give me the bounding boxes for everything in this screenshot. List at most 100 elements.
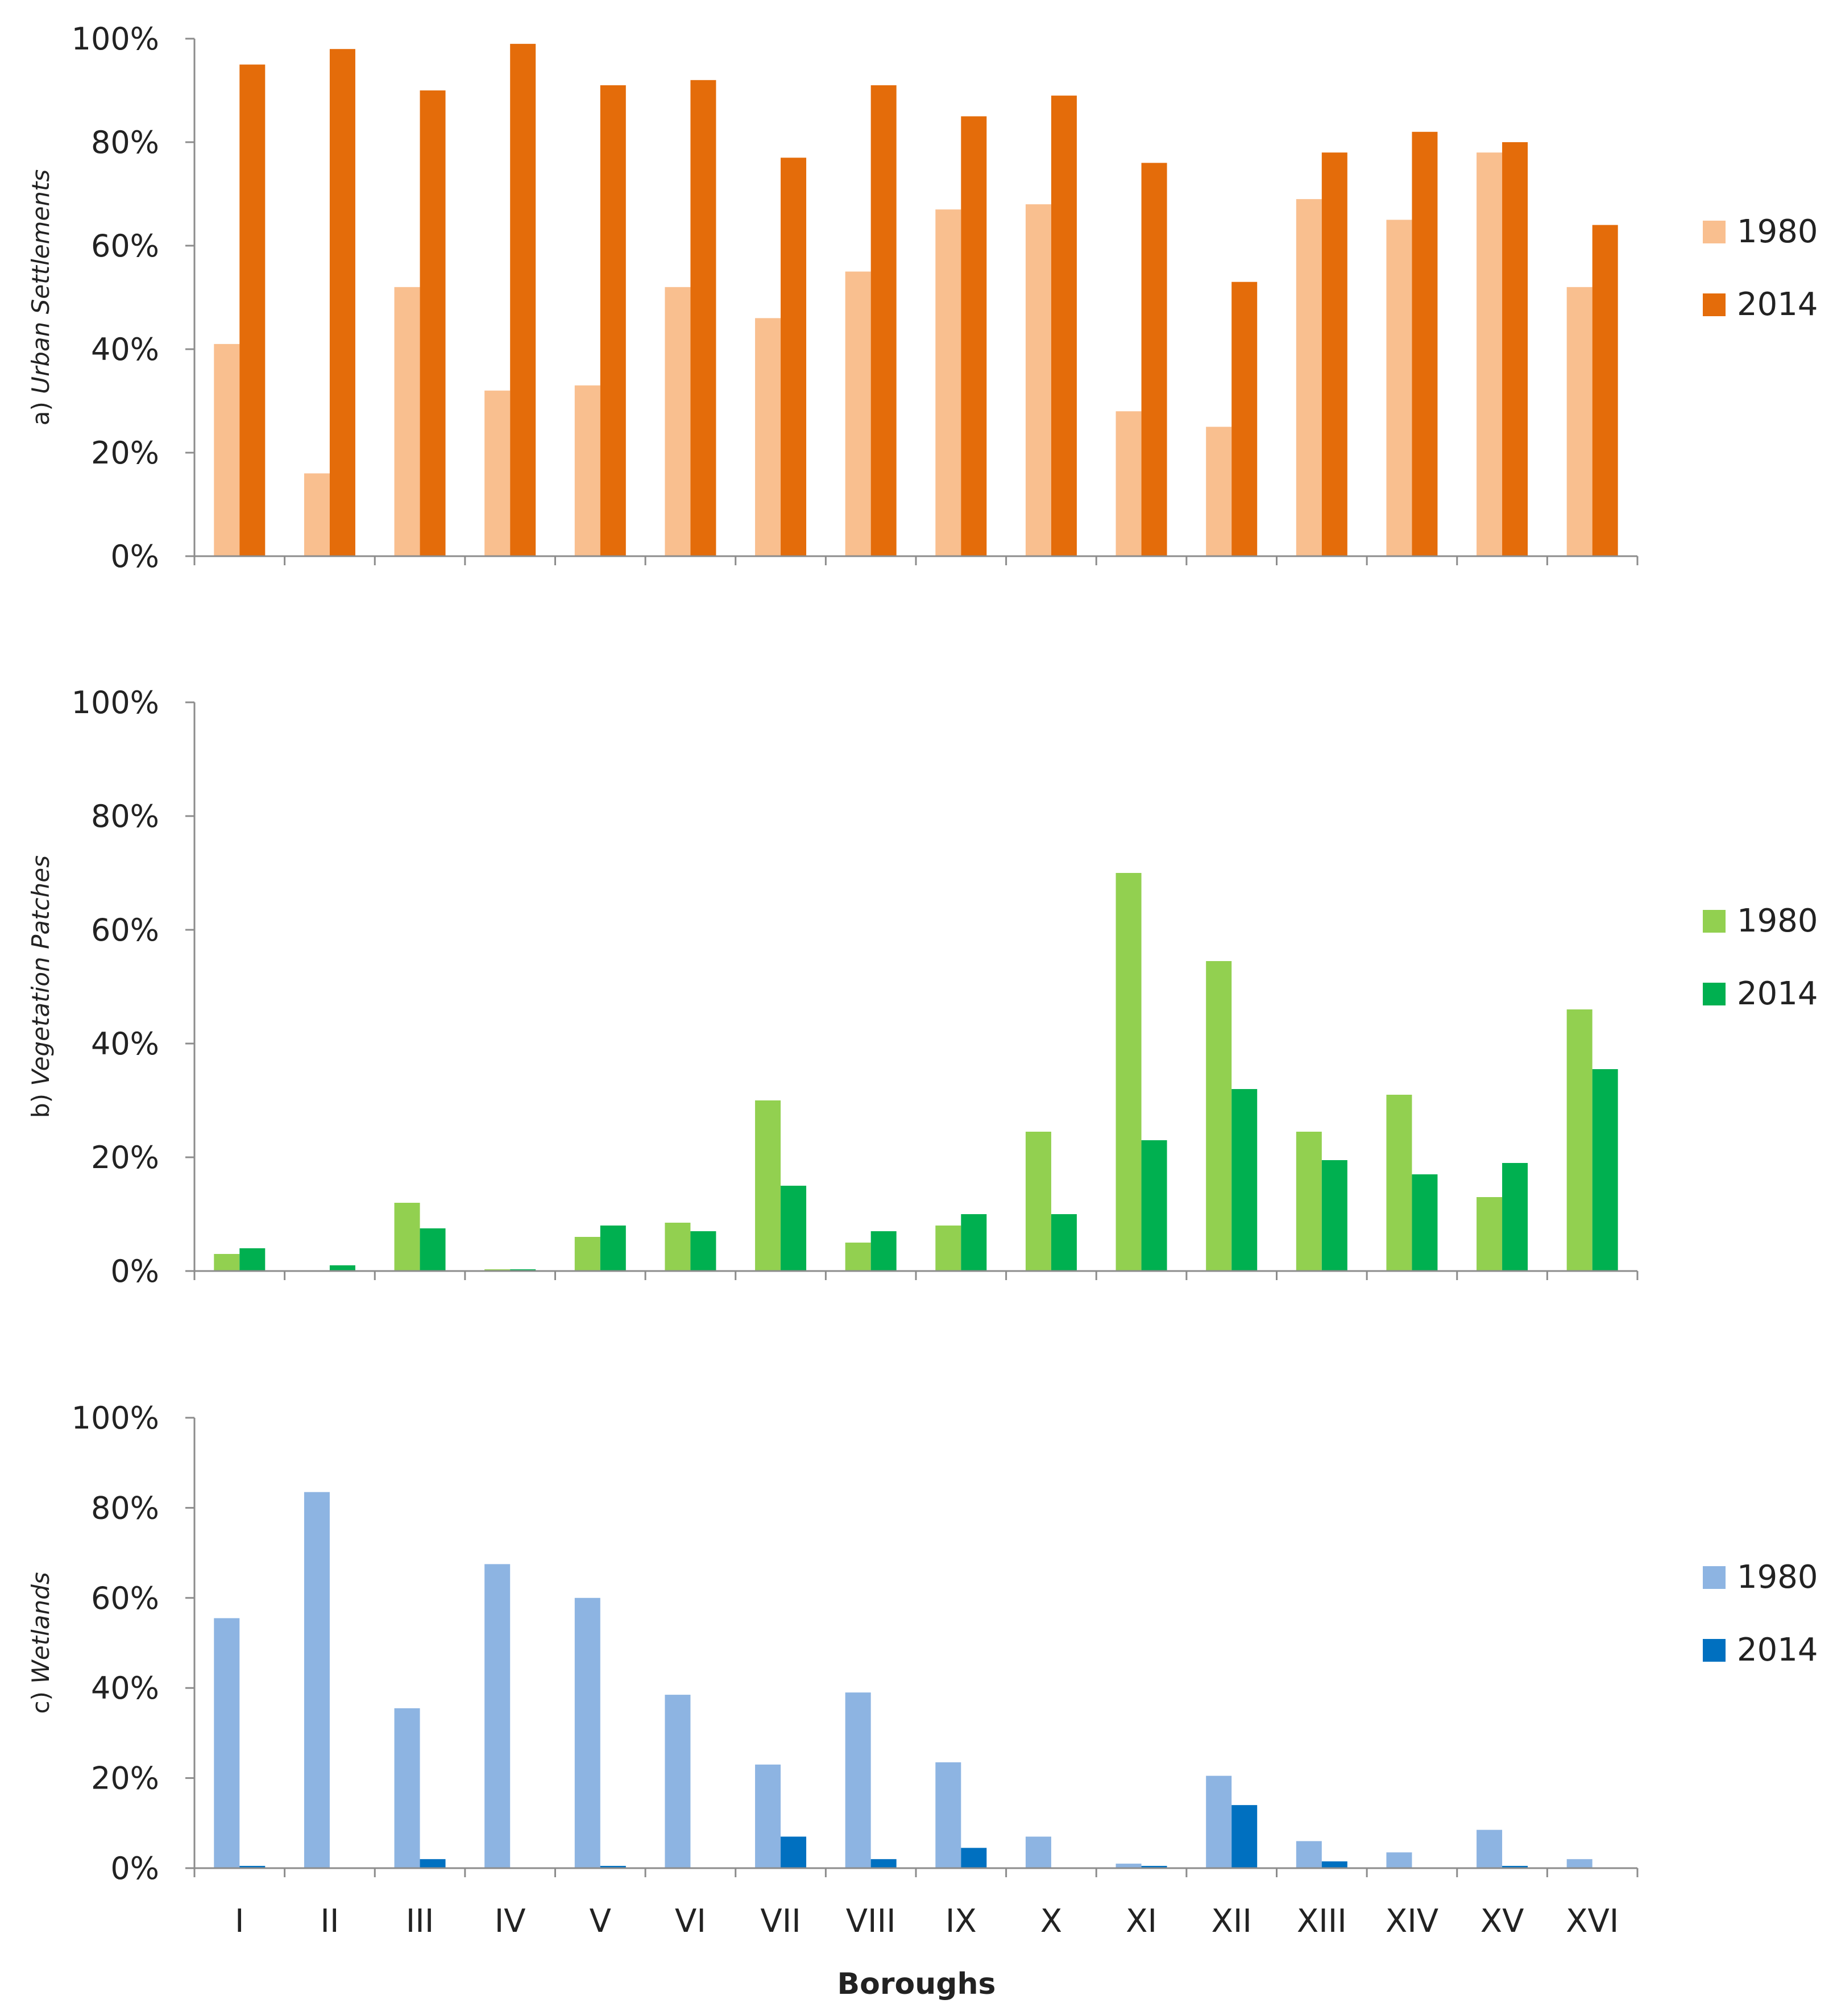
bar-1980-III [394, 1708, 420, 1868]
bar-1980-XIII [1296, 1132, 1322, 1271]
bar-1980-XIV [1386, 220, 1412, 556]
x-tick-label: I [235, 1903, 244, 1940]
bar-2014-II [329, 1265, 355, 1271]
bar-2014-XII [1231, 1089, 1258, 1271]
y-axis-title-prefix: b) [27, 1086, 55, 1118]
bar-2014-XII [1231, 1805, 1258, 1868]
bar-1980-XV [1477, 152, 1503, 556]
bar-1980-VIII [845, 1692, 871, 1868]
y-tick-label: 0% [110, 1851, 159, 1886]
bar-2014-II [329, 49, 355, 556]
bar-2014-XIV [1412, 131, 1438, 557]
y-tick-label: 20% [91, 1761, 159, 1796]
y-tick-label: 60% [91, 228, 159, 264]
y-tick-label: 40% [91, 332, 159, 367]
bar-1980-V [574, 385, 600, 556]
bar-2014-XIII [1321, 1160, 1347, 1271]
bar-2014-V [600, 1866, 626, 1868]
y-axis-title-prefix: c) [27, 1684, 55, 1714]
bar-1980-XVI [1566, 1009, 1593, 1271]
bar-2014-IX [961, 1848, 987, 1868]
y-tick-label: 20% [91, 435, 159, 471]
y-tick-label: 80% [91, 1490, 159, 1526]
bar-1980-IX [935, 209, 961, 556]
y-tick-label: 20% [91, 1140, 159, 1175]
bar-1980-VII [755, 318, 781, 556]
bar-1980-III [394, 287, 420, 556]
bar-1980-XIV [1386, 1852, 1412, 1868]
x-axis-label: Boroughs [837, 1967, 996, 2001]
bar-2014-XII [1231, 282, 1258, 556]
y-tick-label: 60% [91, 912, 159, 948]
bar-2014-XV [1502, 1866, 1528, 1868]
bar-1980-VIII [845, 271, 871, 556]
bar-2014-I [239, 64, 266, 556]
bar-1980-XV [1477, 1829, 1503, 1868]
bar-2014-XIII [1321, 152, 1347, 556]
x-tick-label: VIII [846, 1903, 896, 1940]
bar-1980-XI [1115, 411, 1142, 556]
bar-1980-II [304, 473, 330, 556]
y-axis-title: b) Vegetation Patches [27, 855, 55, 1118]
bar-2014-VI [690, 1231, 716, 1271]
bar-2014-XIII [1321, 1861, 1347, 1868]
bar-1980-XIII [1296, 199, 1322, 557]
y-tick-label: 60% [91, 1580, 159, 1616]
bar-2014-VIII [870, 1231, 897, 1271]
bar-1980-VI [665, 1695, 691, 1868]
bar-2014-IV [510, 44, 536, 557]
bar-2014-III [420, 1228, 446, 1271]
bar-2014-V [600, 1226, 626, 1271]
bar-2014-XVI [1592, 225, 1618, 557]
y-tick-label: 100% [72, 21, 159, 57]
bar-2014-V [600, 85, 626, 556]
bar-2014-XI [1141, 1140, 1167, 1271]
chart-panel-a: 0% 20% 40% 60% 80% 100% a) Urban Settlements 19… [27, 21, 1818, 574]
y-tick-label: 100% [72, 685, 159, 721]
legend-swatch-1980 [1703, 221, 1726, 243]
y-tick-label: 40% [91, 1670, 159, 1706]
legend-label-2014: 2014 [1737, 1632, 1818, 1669]
bar-2014-VIII [870, 85, 897, 556]
bar-1980-I [214, 343, 240, 556]
bar-1980-X [1025, 1132, 1051, 1271]
chart-panel-b: 0% 20% 40% 60% 80% 100% b) Vegetation Patches 1… [27, 685, 1818, 1289]
y-axis-title: a) Urban Settlements [27, 169, 55, 426]
bar-2014-I [239, 1248, 266, 1271]
bar-1980-X [1025, 1836, 1051, 1868]
x-tick-label: V [590, 1903, 611, 1940]
bar-2014-III [420, 1859, 446, 1868]
bar-1980-IV [484, 1564, 511, 1868]
x-tick-label: VII [760, 1903, 801, 1940]
x-tick-label: XV [1481, 1903, 1524, 1940]
bar-1980-XI [1115, 1864, 1142, 1868]
bar-1980-IX [935, 1762, 961, 1868]
x-tick-label: XII [1211, 1903, 1251, 1940]
bar-1980-VII [755, 1764, 781, 1868]
legend-swatch-1980 [1703, 1566, 1726, 1589]
bar-1980-X [1025, 204, 1051, 556]
bar-1980-XIV [1386, 1095, 1412, 1271]
x-tick-label: XIV [1386, 1903, 1438, 1940]
bar-2014-XVI [1592, 1069, 1618, 1271]
bar-1980-I [214, 1254, 240, 1271]
bar-2014-X [1051, 1214, 1077, 1271]
x-tick-label: VI [675, 1903, 706, 1940]
y-tick-label: 80% [91, 798, 159, 834]
y-tick-label: 80% [91, 125, 159, 160]
bar-1980-III [394, 1203, 420, 1271]
x-tick-label: XIII [1297, 1903, 1347, 1940]
bar-1980-XII [1206, 427, 1232, 556]
legend-swatch-2014 [1703, 293, 1726, 316]
y-tick-label: 40% [91, 1026, 159, 1062]
legend-label-1980: 1980 [1737, 903, 1818, 939]
bar-1980-XVI [1566, 1859, 1593, 1868]
y-tick-label: 100% [72, 1400, 159, 1436]
x-tick-label: X [1040, 1903, 1062, 1940]
x-tick-label: IV [495, 1903, 526, 1940]
y-axis-title-prefix: a) [27, 394, 55, 425]
bar-2014-IX [961, 1214, 987, 1271]
x-tick-label: XVI [1566, 1903, 1619, 1940]
